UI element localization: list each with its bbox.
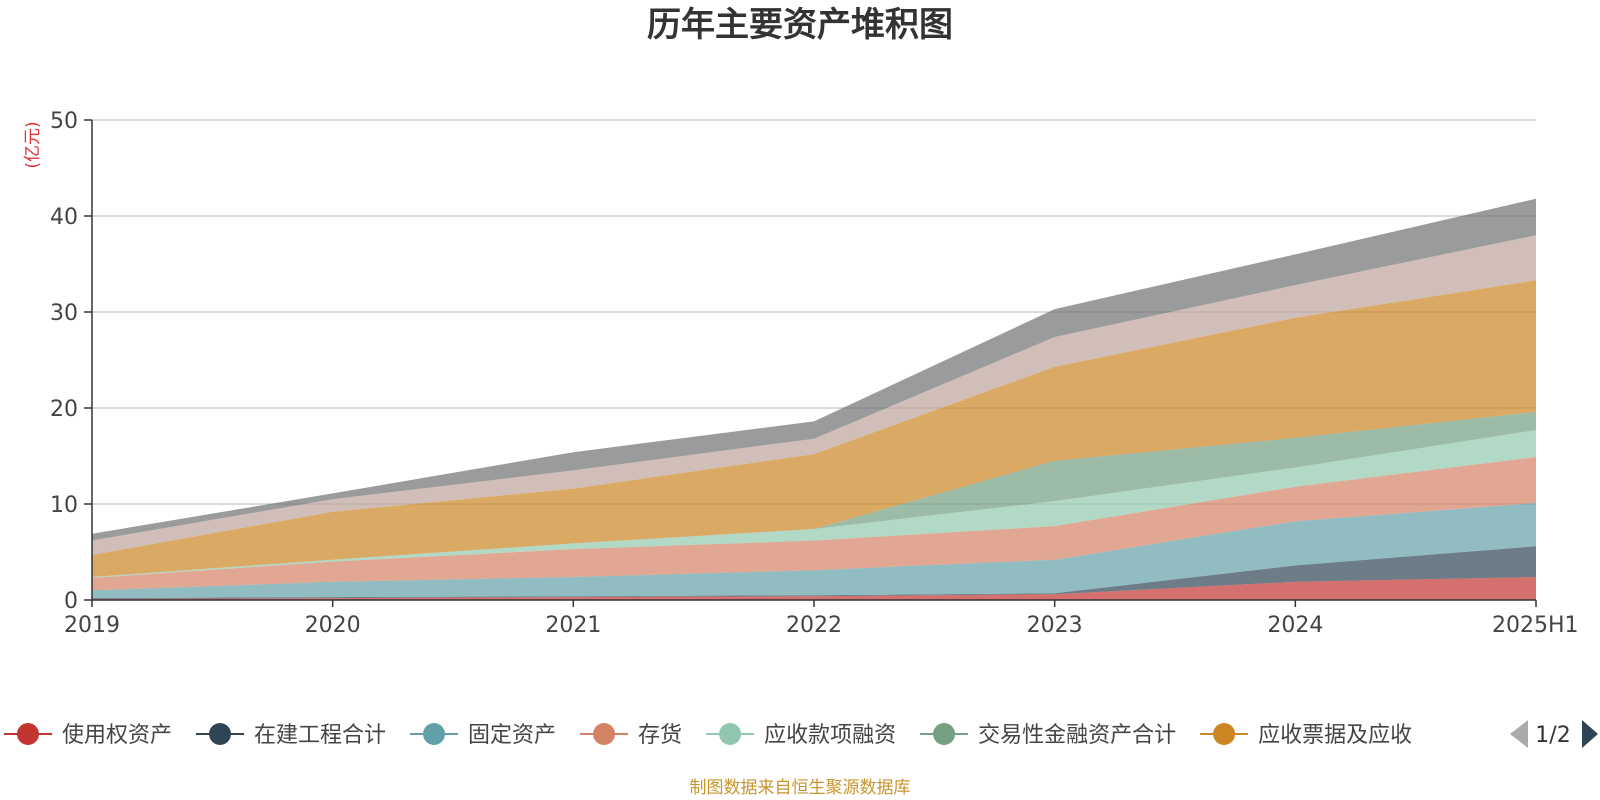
legend-item-1[interactable]: 使用权资产 — [4, 723, 172, 748]
area-series-1 — [92, 577, 1536, 600]
legend-marker — [17, 723, 39, 745]
legend-item-4[interactable]: 存货 — [580, 723, 682, 748]
legend-item-5[interactable]: 应收款项融资 — [706, 723, 896, 748]
x-tick-label: 2025H1 — [1492, 613, 1579, 638]
legend-page-indicator: 1/2 — [1535, 723, 1570, 748]
x-tick-label: 2021 — [545, 613, 601, 638]
legend-label: 在建工程合计 — [254, 723, 386, 748]
area-series-group — [92, 198, 1536, 600]
y-tick-label: 50 — [50, 109, 78, 134]
legend-label: 存货 — [638, 723, 682, 748]
legend-label: 交易性金融资产合计 — [978, 723, 1176, 748]
legend-marker — [1213, 723, 1236, 745]
legend-marker — [933, 723, 956, 745]
area-series-8 — [92, 235, 1536, 555]
y-tick-label: 10 — [50, 493, 78, 518]
y-tick-label: 20 — [50, 397, 78, 422]
area-series-6 — [92, 411, 1536, 577]
legend-label: 固定资产 — [468, 723, 556, 748]
y-tick-label: 40 — [50, 205, 78, 230]
legend-item-2[interactable]: 在建工程合计 — [196, 723, 386, 748]
y-axis-unit-label: (亿元) — [23, 121, 43, 168]
legend-item-6[interactable]: 交易性金融资产合计 — [920, 723, 1176, 748]
area-series-9 — [92, 198, 1536, 541]
x-tick-label: 2019 — [64, 613, 120, 638]
legend: 使用权资产 在建工程合计 固定资产 存货 应收款项融资 交易性金融资产合计 应收票据及应收 1… — [4, 720, 1598, 748]
chart-title: 历年主要资产堆积图 — [647, 5, 953, 45]
area-series-3 — [92, 503, 1536, 599]
legend-prev-page-icon[interactable] — [1510, 720, 1528, 748]
y-tick-label: 30 — [50, 301, 78, 326]
axes: 0 10 20 30 40 50 2019 2020 2021 2022 2023 2024 2025H… — [50, 109, 1579, 638]
data-source-note: 制图数据来自恒生聚源数据库 — [690, 778, 911, 798]
legend-next-page-icon[interactable] — [1582, 720, 1598, 748]
y-tick-label: 0 — [64, 589, 78, 614]
area-series-7 — [92, 280, 1536, 577]
legend-marker — [719, 723, 742, 745]
x-tick-label: 2023 — [1027, 613, 1083, 638]
legend-item-3[interactable]: 固定资产 — [410, 723, 556, 748]
legend-item-7[interactable]: 应收票据及应收 — [1200, 723, 1412, 748]
x-tick-label: 2024 — [1267, 613, 1323, 638]
legend-marker — [593, 723, 616, 745]
x-tick-label: 2020 — [305, 613, 361, 638]
legend-label: 使用权资产 — [62, 723, 172, 748]
x-tick-label: 2022 — [786, 613, 842, 638]
legend-marker — [209, 723, 232, 745]
area-series-2 — [92, 546, 1536, 599]
area-series-4 — [92, 457, 1536, 591]
legend-label: 应收款项融资 — [764, 723, 896, 748]
legend-marker — [423, 723, 446, 745]
legend-label: 应收票据及应收 — [1258, 723, 1412, 748]
